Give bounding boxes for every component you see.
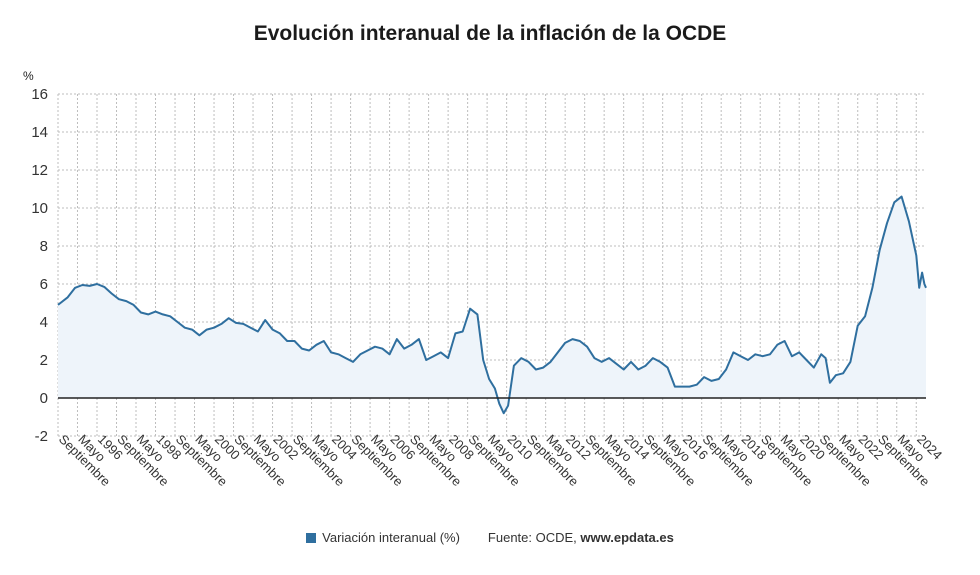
y-tick-label: 10 [31, 200, 48, 217]
chart-title: Evolución interanual de la inflación de … [253, 22, 727, 45]
area-layer [57, 195, 927, 415]
source-prefix: Fuente: OCDE, [487, 530, 577, 545]
y-tick-label: 6 [40, 276, 48, 293]
y-axis-label: % [23, 69, 34, 83]
series-line [57, 195, 927, 415]
inflation-chart: -20246810121416SeptiembreMayo1996Septiem… [23, 69, 945, 489]
y-tick-label: 4 [40, 314, 48, 331]
y-tick-label: 2 [40, 352, 48, 369]
y-tick-label: -2 [35, 428, 48, 445]
y-tick-label: 0 [40, 390, 48, 407]
y-tick-label: 12 [31, 162, 48, 179]
axis-layer: -20246810121416SeptiembreMayo1996Septiem… [31, 86, 945, 489]
legend-swatch [306, 533, 317, 543]
y-tick-label: 14 [31, 124, 48, 141]
y-tick-label: 16 [31, 86, 48, 103]
y-tick-label: 8 [40, 238, 48, 255]
source-site: www.epdata.es [580, 530, 674, 545]
series-area-fill [58, 196, 926, 414]
legend: Variación interanual (%) Fuente: OCDE, ww… [0, 530, 980, 545]
legend-series-label: Variación interanual (%) [322, 530, 460, 545]
